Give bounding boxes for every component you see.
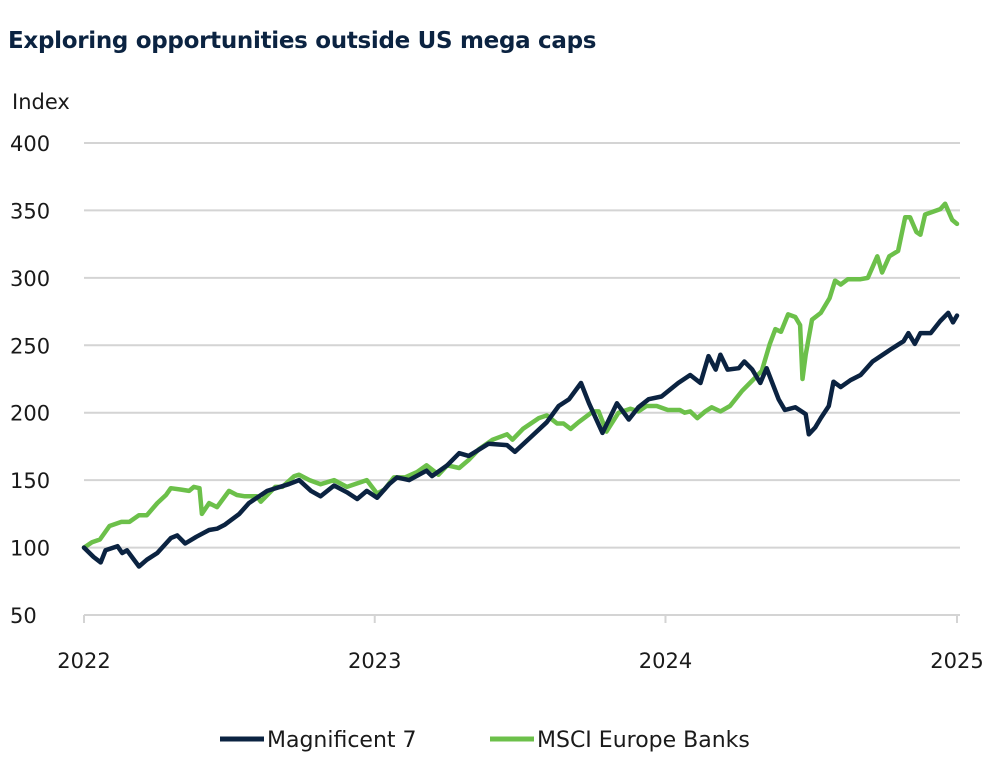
x-tick-label: 2025 bbox=[930, 649, 983, 673]
y-tick-label: 150 bbox=[10, 469, 50, 493]
y-tick-label: 400 bbox=[10, 132, 50, 156]
y-tick-label: 300 bbox=[10, 267, 50, 291]
chart-title: Exploring opportunities outside US mega … bbox=[8, 28, 597, 54]
x-tick-label: 2024 bbox=[639, 649, 692, 673]
y-tick-label: 100 bbox=[10, 537, 50, 561]
series-lines bbox=[81, 201, 960, 569]
y-tick-label: 250 bbox=[10, 334, 50, 358]
legend-label: Magnificent 7 bbox=[267, 728, 417, 753]
series-line-magnificent-7 bbox=[81, 310, 960, 569]
gridlines bbox=[83, 142, 960, 623]
series-line-msci-europe-banks bbox=[81, 201, 960, 550]
x-tick-labels: 2022 2023 2024 2025 bbox=[57, 649, 983, 673]
y-tick-labels: 50 100 150 200 250 300 350 400 bbox=[10, 132, 50, 628]
legend-label: MSCI Europe Banks bbox=[537, 728, 750, 753]
legend: Magnificent 7 MSCI Europe Banks bbox=[220, 728, 750, 753]
y-tick-label: 350 bbox=[10, 199, 50, 223]
y-axis-label: Index bbox=[12, 90, 70, 114]
legend-item: Magnificent 7 bbox=[220, 728, 417, 753]
x-tick-label: 2022 bbox=[57, 649, 110, 673]
y-tick-label: 200 bbox=[10, 402, 50, 426]
x-tick-label: 2023 bbox=[348, 649, 401, 673]
y-tick-label: 50 bbox=[10, 604, 37, 628]
legend-item: MSCI Europe Banks bbox=[490, 728, 750, 753]
